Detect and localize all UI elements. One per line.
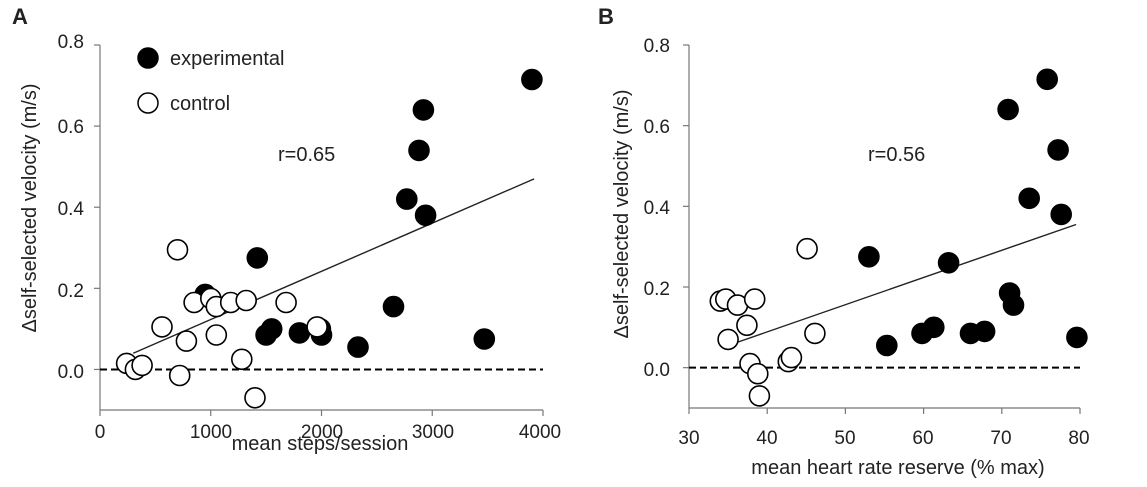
panel-a-marks: [100, 68, 543, 409]
panel-a-experimental-point: [347, 336, 369, 358]
panel-a-experimental-point: [473, 328, 496, 350]
panel-b-x-tick-label: 30: [678, 428, 699, 449]
panel-b-x-tick-label: 40: [756, 428, 777, 449]
panel-b-control-point: [780, 346, 803, 369]
panel-a-control-point: [235, 289, 257, 312]
panel-a-control-point: [244, 386, 266, 409]
panel-a-experimental-point: [414, 204, 437, 227]
panel-b-experimental-point: [997, 98, 1019, 121]
panel-a: A Δself-selected velocity (m/s) mean ste…: [12, 4, 561, 455]
panel-a-control-point: [175, 330, 198, 352]
panel-b-experimental-point: [1036, 68, 1058, 91]
panel-a-control-point: [205, 324, 228, 346]
panel-b-experimental-point: [1050, 203, 1072, 226]
panel-a-x-axis-label: mean steps/session: [232, 433, 409, 455]
panel-b-experimental-point: [1047, 139, 1069, 161]
panel-b-control-point: [717, 328, 739, 351]
panel-a-experimental-point: [408, 139, 430, 162]
panel-a-y-tick-label: 0.0: [58, 362, 84, 383]
panel-b-x-tick-labels: 30 40 50 60 70 80: [678, 428, 1089, 449]
panel-b-axes: [683, 44, 1081, 414]
panel-a-x-tick-label: 3000: [412, 422, 454, 443]
panel-a-x-tick-labels: 0 1000 2000 3000 4000: [95, 422, 561, 443]
panel-a-x-tick-label: 4000: [519, 422, 561, 443]
panel-a-y-tick-label: 0.2: [58, 281, 84, 302]
panel-b: B Δself-selected velocity (m/s) mean hea…: [598, 4, 1090, 479]
panel-a-y-axis-label: Δself-selected velocity (m/s): [19, 84, 41, 333]
panel-a-experimental-point: [395, 188, 418, 210]
panel-b-y-axis-label: Δself-selected velocity (m/s): [611, 90, 633, 339]
panel-b-trend-line: [727, 223, 1077, 347]
panel-b-experimental-point: [973, 320, 996, 343]
panel-b-x-tick-label: 80: [1068, 428, 1089, 449]
panel-b-experimental-point: [922, 316, 945, 339]
panel-a-y-tick-label: 0.4: [58, 199, 85, 220]
panel-a-control-point: [166, 239, 189, 261]
panel-b-control-point: [796, 237, 818, 260]
panel-b-correlation-annotation: r=0.56: [868, 144, 925, 166]
panel-b-experimental-point: [1018, 187, 1040, 210]
panel-b-y-tick-labels: 0.8 0.6 0.4 0.2 0.0: [644, 36, 671, 381]
panel-b-experimental-point: [1002, 294, 1025, 316]
panel-a-experimental-point: [412, 99, 435, 121]
panel-a-control-point: [131, 354, 153, 377]
panel-b-experimental-point: [875, 334, 898, 357]
panel-a-experimental-point: [382, 295, 405, 318]
panel-a-x-tick-label: 2000: [301, 422, 343, 443]
panel-a-experimental-point: [260, 318, 283, 340]
panel-a-control-point: [231, 348, 253, 371]
panel-a-control-point: [168, 364, 191, 387]
panel-b-x-tick-label: 60: [912, 428, 933, 449]
panel-a-correlation-annotation: r=0.65: [278, 144, 335, 166]
panel-b-x-axis-label: mean heart rate reserve (% max): [751, 457, 1044, 479]
panel-b-control-point: [748, 385, 771, 407]
panel-a-control-point: [275, 291, 297, 314]
panel-b-control-point: [746, 362, 769, 385]
legend-experimental-label: experimental: [170, 48, 285, 70]
panel-a-y-tick-labels: 0.8 0.6 0.4 0.2 0.0: [58, 32, 85, 383]
panel-a-control-point: [151, 316, 173, 338]
panel-a-experimental-point: [521, 68, 543, 91]
legend-control-label: control: [170, 93, 230, 115]
panel-a-axes: [94, 44, 544, 416]
panel-b-y-tick-label: 0.4: [644, 198, 671, 219]
panel-a-trend-line: [132, 178, 535, 354]
panel-b-y-tick-label: 0.0: [644, 360, 670, 381]
panel-a-y-tick-label: 0.8: [58, 32, 84, 53]
panel-b-y-tick-label: 0.6: [644, 117, 670, 138]
panel-b-control-point: [804, 322, 826, 345]
panel-a-y-tick-label: 0.6: [58, 117, 84, 138]
legend-experimental-marker: [137, 47, 159, 69]
panel-b-experimental-point: [937, 251, 960, 274]
panel-b-x-tick-label: 70: [990, 428, 1011, 449]
panel-a-legend: experimental control: [137, 47, 285, 115]
panel-b-x-tick-label: 50: [834, 428, 855, 449]
panel-b-y-tick-label: 0.8: [644, 36, 670, 57]
panel-b-experimental-point: [858, 245, 880, 268]
panel-a-control-point: [306, 316, 328, 338]
panel-a-experimental-point: [246, 247, 269, 269]
panel-a-letter: A: [12, 4, 28, 29]
panel-a-x-tick-label: 1000: [190, 422, 232, 443]
legend-control-marker: [137, 92, 159, 114]
panel-b-letter: B: [598, 4, 614, 29]
panel-b-control-point: [736, 314, 758, 337]
panel-b-y-tick-label: 0.2: [644, 279, 670, 300]
panel-b-experimental-point: [1066, 326, 1088, 349]
panel-b-control-point: [743, 288, 766, 310]
panel-a-x-tick-label: 0: [95, 422, 106, 443]
panel-b-marks: [689, 68, 1088, 407]
